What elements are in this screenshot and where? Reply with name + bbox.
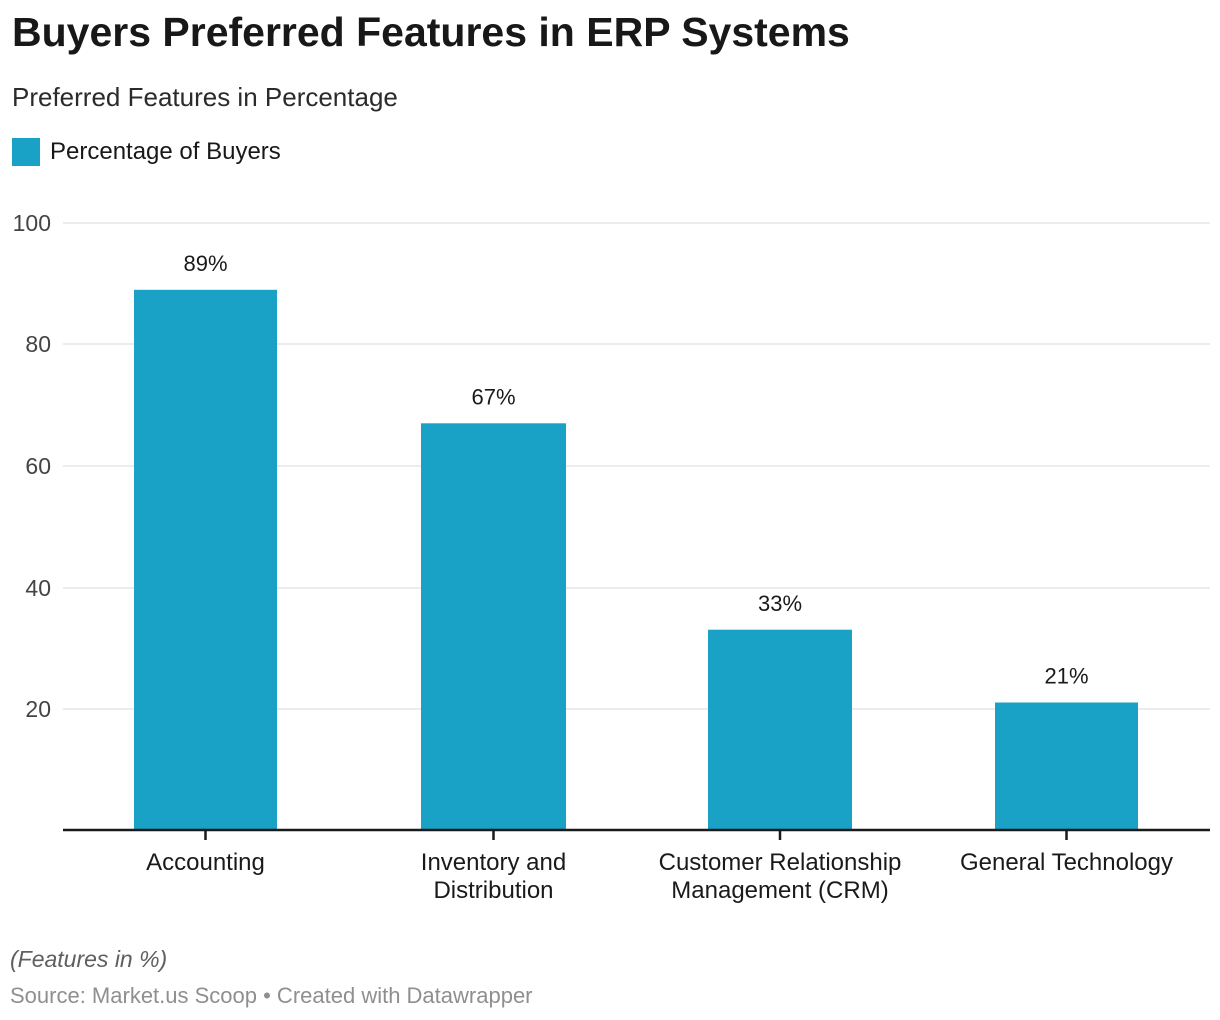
svg-text:67%: 67% (471, 385, 515, 410)
svg-text:General Technology: General Technology (960, 849, 1173, 876)
svg-text:Management (CRM): Management (CRM) (671, 877, 888, 904)
svg-text:Distribution: Distribution (433, 877, 553, 904)
svg-text:20: 20 (25, 696, 51, 722)
svg-text:21%: 21% (1044, 664, 1088, 689)
svg-text:Accounting: Accounting (146, 849, 265, 876)
svg-text:100: 100 (13, 210, 51, 236)
svg-text:80: 80 (25, 331, 51, 357)
svg-text:89%: 89% (183, 251, 227, 276)
svg-text:40: 40 (25, 575, 51, 601)
svg-text:Inventory and: Inventory and (421, 849, 566, 876)
svg-text:Customer Relationship: Customer Relationship (659, 849, 902, 876)
svg-text:33%: 33% (758, 591, 802, 616)
svg-text:60: 60 (25, 453, 51, 479)
